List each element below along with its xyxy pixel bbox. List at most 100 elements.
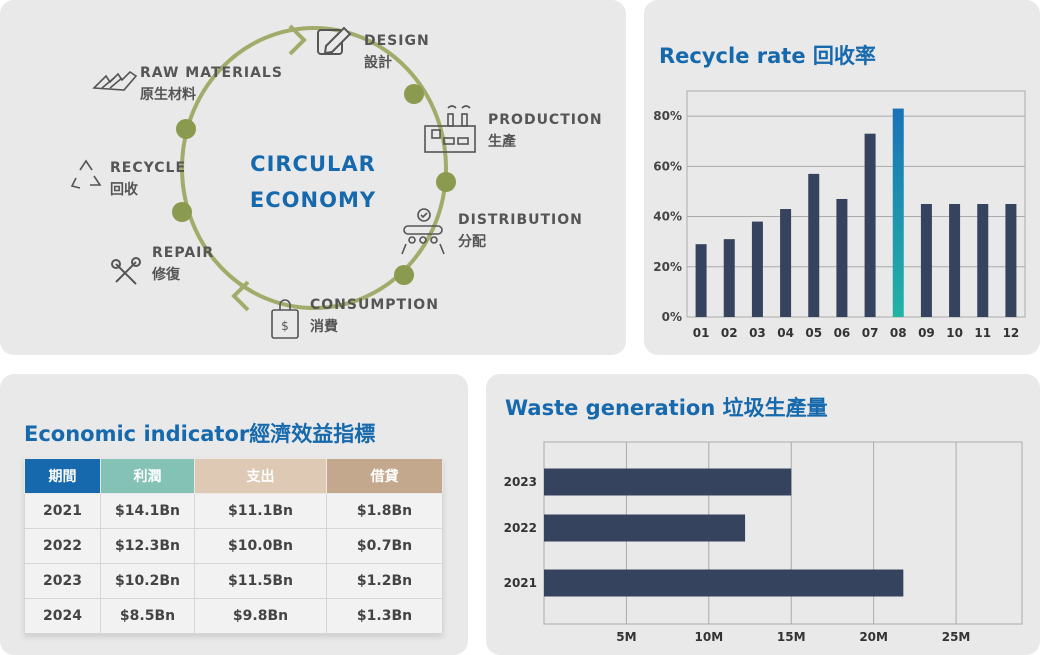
table-cell: $8.5Bn [100,598,195,634]
cycle-node [176,119,196,139]
bar [808,173,820,317]
x-tick-label: 25M [942,630,971,644]
x-tick-label: 01 [693,326,710,340]
table-cell: 2023 [24,563,101,599]
economic-indicator-table: 期間 利潤 支出 借貸 2021 $14.1Bn $11.1Bn $1.8Bn … [24,458,443,634]
x-tick-label: 04 [777,326,794,340]
cycle-arrow-top [288,24,307,56]
table-cell: 2021 [24,493,101,529]
x-tick-label: 5M [616,630,636,644]
table-row: 2022 $12.3Bn $10.0Bn $0.7Bn [24,528,443,564]
recycle-rate-title: Recycle rate 回收率 [659,44,876,68]
cycle-node [172,202,192,222]
bar [1005,204,1017,317]
waste-generation-chart: 5M 10M 15M 20M 25M 2023 2022 2021 [504,441,1023,644]
bar [892,108,904,317]
table-cell: $0.7Bn [326,528,443,564]
tools-icon [111,257,141,285]
plot-frame [686,90,1026,318]
stage-label-consumption: CONSUMPTION 消費 [310,297,439,335]
pencil-square-icon [317,26,352,55]
table-row: 2023 $10.2Bn $11.5Bn $1.2Bn [24,563,443,599]
table-row: 2021 $14.1Bn $11.1Bn $1.8Bn [24,493,443,529]
y-tick-label: 2022 [504,521,537,535]
cycle-arrow-bottom [231,280,250,312]
svg-text:$: $ [281,319,289,333]
bar [751,221,763,317]
cycle-node [404,84,424,104]
y-tick-label: 60% [653,159,682,173]
table-cell: $1.8Bn [326,493,443,529]
table-header-row: 期間 利潤 支出 借貸 [24,458,443,494]
x-tick-label: 08 [890,326,907,340]
raw-materials-icon [92,70,138,91]
table-cell: $1.2Bn [326,563,443,599]
recycle-rate-panel: Recycle rate 回收率 0% 20% 40% 60% 80% 01 02 03 04 0… [644,0,1040,355]
factory-icon [424,105,476,153]
y-tick-label: 40% [653,210,682,224]
column-header-period: 期間 [24,458,101,494]
stage-label-design: DESIGN 設計 [364,33,430,71]
bar [836,198,848,317]
x-tick-label: 07 [862,326,879,340]
x-tick-label: 11 [974,326,991,340]
table-row: 2024 $8.5Bn $9.8Bn $1.3Bn [24,598,443,634]
y-tick-label: 80% [653,109,682,123]
cycle-node [394,265,414,285]
waste-generation-panel: Waste generation 垃圾生產量 5M 10M 15M 20M 25M 202… [486,374,1040,655]
table-cell: $11.1Bn [194,493,327,529]
stage-label-production: PRODUCTION 生產 [488,112,603,150]
conveyor-belt-icon [401,208,445,255]
y-tick-label: 0% [662,310,682,324]
bar [544,468,792,496]
table-cell: $14.1Bn [100,493,195,529]
bar [544,514,746,542]
y-tick-label: 2021 [504,576,537,590]
bar [780,209,792,317]
y-tick-label: 2023 [504,475,537,489]
cycle-ring [180,26,448,310]
y-tick-label: 20% [653,260,682,274]
cycle-node [436,172,456,192]
column-header-expense: 支出 [194,458,327,494]
x-tick-label: 05 [805,326,822,340]
x-tick-label: 10M [695,630,724,644]
recycle-rate-chart: 0% 20% 40% 60% 80% 01 02 03 04 05 06 07 08 09 10 11 12 [653,90,1026,340]
stage-label-repair: REPAIR 修復 [152,245,215,283]
x-tick-label: 10 [946,326,963,340]
x-tick-label: 06 [834,326,851,340]
bar [920,204,932,317]
column-header-profit: 利潤 [100,458,195,494]
recycle-icon [70,159,102,189]
bar [977,204,989,317]
economic-indicator-panel: Economic indicator經濟效益指標 期間 利潤 支出 借貸 202… [0,374,468,655]
table-cell: 2022 [24,528,101,564]
center-title-line1: CIRCULAR [250,152,376,176]
stage-label-raw-materials: RAW MATERIALS 原生材料 [140,65,283,103]
table-cell: $10.0Bn [194,528,327,564]
bar [544,569,904,597]
waste-generation-title: Waste generation 垃圾生產量 [505,396,828,420]
bar [949,204,961,317]
economic-indicator-title: Economic indicator經濟效益指標 [24,422,376,446]
x-tick-label: 20M [859,630,888,644]
circular-economy-diagram: $ [70,24,476,339]
table-cell: $1.3Bn [326,598,443,634]
table-cell: $10.2Bn [100,563,195,599]
table-cell: 2024 [24,598,101,634]
table-cell: $9.8Bn [194,598,327,634]
x-tick-label: 12 [1003,326,1020,340]
x-tick-label: 09 [918,326,935,340]
x-tick-label: 15M [777,630,806,644]
x-tick-label: 02 [721,326,738,340]
table-cell: $12.3Bn [100,528,195,564]
bar [695,244,707,317]
column-header-loan: 借貸 [326,458,443,494]
x-tick-label: 03 [749,326,766,340]
bar [723,239,735,317]
table-cell: $11.5Bn [194,563,327,599]
stage-label-recycle: RECYCLE 回收 [110,160,187,198]
diagram-center-title: CIRCULAR ECONOMY [228,146,398,218]
center-title-line2: ECONOMY [249,188,377,212]
circular-economy-panel: $ CIRCULAR ECONOMY DESIGN 設計 PRODUCTION … [0,0,626,355]
